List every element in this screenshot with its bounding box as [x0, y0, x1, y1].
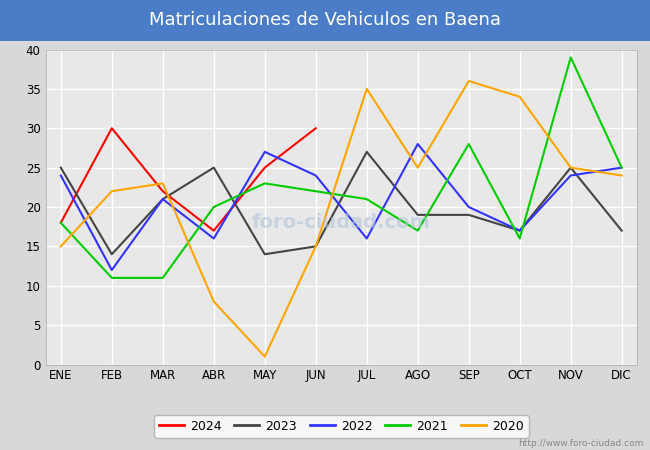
Legend: 2024, 2023, 2022, 2021, 2020: 2024, 2023, 2022, 2021, 2020 — [154, 415, 528, 438]
Text: http://www.foro-ciudad.com: http://www.foro-ciudad.com — [518, 439, 644, 448]
Text: foro-ciudad.com: foro-ciudad.com — [252, 213, 431, 232]
Text: Matriculaciones de Vehiculos en Baena: Matriculaciones de Vehiculos en Baena — [149, 11, 501, 29]
